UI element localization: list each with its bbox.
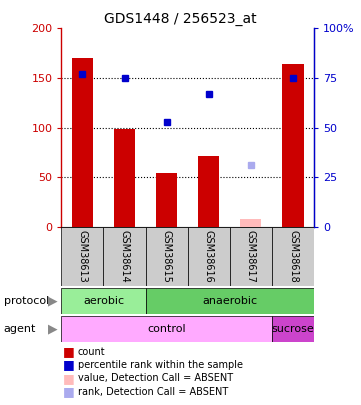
Bar	[61, 288, 145, 314]
Bar	[198, 156, 219, 227]
Text: GSM38617: GSM38617	[246, 230, 256, 283]
Bar	[104, 227, 145, 286]
Text: agent: agent	[4, 324, 36, 334]
Text: sucrose: sucrose	[271, 324, 314, 334]
Text: GSM38618: GSM38618	[288, 230, 298, 283]
Bar	[188, 227, 230, 286]
Bar	[230, 227, 272, 286]
Text: GSM38614: GSM38614	[119, 230, 130, 283]
Bar	[156, 173, 177, 227]
Text: ▶: ▶	[48, 294, 57, 307]
Text: count: count	[78, 347, 105, 356]
Text: anaerobic: anaerobic	[202, 296, 257, 306]
Bar	[61, 316, 272, 342]
Text: GDS1448 / 256523_at: GDS1448 / 256523_at	[104, 12, 257, 26]
Text: rank, Detection Call = ABSENT: rank, Detection Call = ABSENT	[78, 387, 228, 396]
Bar	[72, 58, 93, 227]
Text: ■: ■	[63, 372, 74, 385]
Text: control: control	[147, 324, 186, 334]
Text: aerobic: aerobic	[83, 296, 124, 306]
Bar	[272, 227, 314, 286]
Bar	[145, 288, 314, 314]
Text: ■: ■	[63, 385, 74, 398]
Text: ■: ■	[63, 345, 74, 358]
Bar	[61, 227, 104, 286]
Bar	[282, 64, 304, 227]
Text: GSM38613: GSM38613	[77, 230, 87, 283]
Bar	[240, 219, 261, 227]
Text: percentile rank within the sample: percentile rank within the sample	[78, 360, 243, 370]
Text: GSM38616: GSM38616	[204, 230, 214, 283]
Bar	[114, 128, 135, 227]
Text: ■: ■	[63, 358, 74, 371]
Text: protocol: protocol	[4, 296, 49, 306]
Bar	[145, 227, 188, 286]
Bar	[272, 316, 314, 342]
Text: ▶: ▶	[48, 322, 57, 336]
Text: value, Detection Call = ABSENT: value, Detection Call = ABSENT	[78, 373, 233, 383]
Text: GSM38615: GSM38615	[162, 230, 172, 283]
